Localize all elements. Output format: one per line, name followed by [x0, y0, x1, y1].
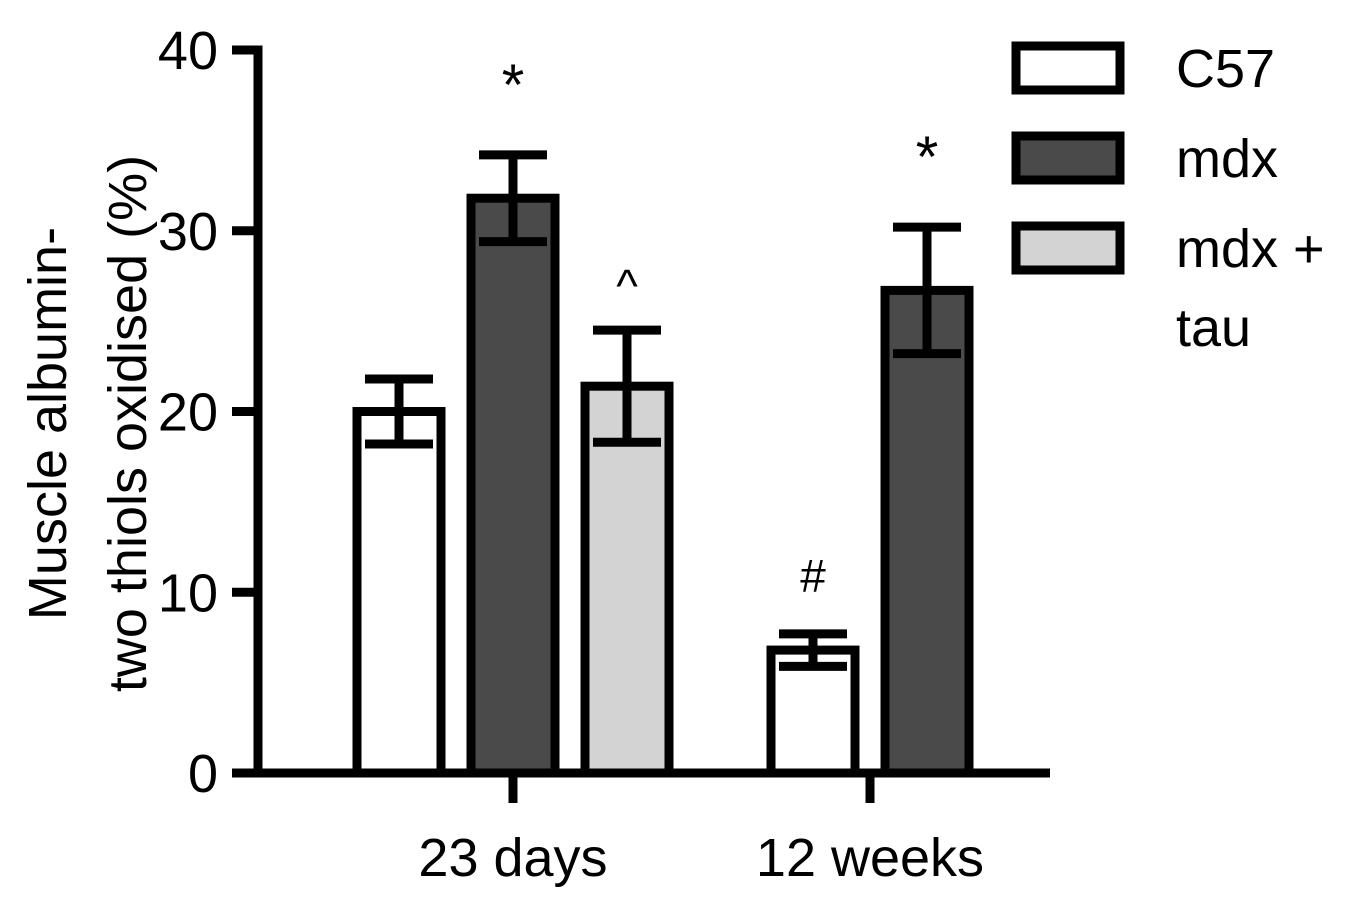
y-tick-label: 30 [158, 202, 218, 262]
y-tick-label: 40 [158, 21, 218, 81]
significance-marker: # [800, 550, 826, 602]
significance-marker: * [502, 53, 525, 118]
y-axis-label-line: Muscle albumin- [18, 227, 78, 620]
y-axis-label: Muscle albumin-two thiols oxidised (%) [18, 155, 158, 692]
bar [466, 193, 560, 778]
axes: 0 10 20 30 40 23 days 12 weeks [158, 21, 1050, 888]
y-axis-label-line: two thiols oxidised (%) [98, 155, 158, 692]
legend-swatch [1011, 221, 1125, 275]
legend-swatch [1011, 41, 1125, 95]
significance-marker: * [916, 125, 939, 190]
x-tick-label: 12 weeks [756, 828, 984, 888]
bar [580, 381, 674, 778]
y-tick-label: 20 [158, 383, 218, 443]
significance-markers: * ^ # * [502, 53, 939, 602]
y-tick-label: 10 [158, 563, 218, 623]
legend-swatch [1011, 131, 1125, 185]
legend-label: tau [1176, 298, 1251, 358]
legend-label: C57 [1176, 39, 1275, 99]
legend: C57 mdx mdx + tau [1011, 39, 1325, 358]
y-tick-label: 0 [188, 744, 218, 804]
bar [880, 285, 974, 778]
legend-label: mdx + [1176, 219, 1325, 279]
bars [352, 193, 974, 778]
legend-label: mdx [1176, 129, 1278, 189]
bar [352, 407, 446, 778]
error-bars [365, 150, 961, 671]
significance-marker: ^ [616, 260, 638, 312]
x-tick-label: 23 days [418, 828, 607, 888]
